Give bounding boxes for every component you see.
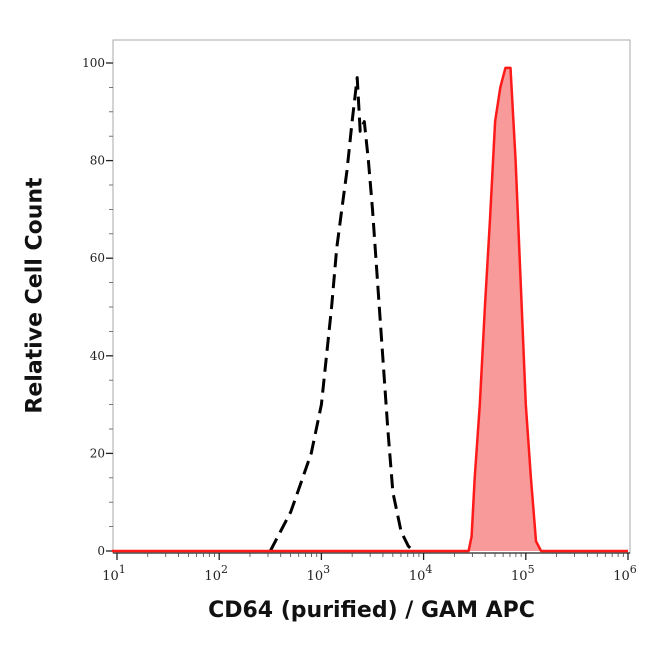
series-line-0 bbox=[268, 76, 415, 553]
y-tick-label: 40 bbox=[90, 349, 105, 363]
y-tick-label: 60 bbox=[90, 251, 105, 265]
x-axis-label: CD64 (purified) / GAM APC bbox=[208, 598, 535, 623]
series-fill-1 bbox=[111, 67, 628, 552]
y-tick-label: 80 bbox=[90, 154, 105, 168]
y-tick-label: 0 bbox=[97, 544, 105, 558]
x-tick-label: 101 bbox=[102, 563, 126, 584]
y-tick-label: 20 bbox=[90, 446, 105, 460]
plot-frame bbox=[112, 39, 631, 554]
x-tick-label: 102 bbox=[204, 563, 228, 584]
series-line-1 bbox=[111, 66, 628, 553]
x-tick-label: 104 bbox=[409, 563, 433, 584]
x-tick-label: 106 bbox=[613, 563, 637, 584]
x-tick-label: 103 bbox=[307, 563, 331, 584]
y-tick-label: 100 bbox=[82, 56, 105, 70]
y-axis-label: Relative Cell Count bbox=[22, 177, 48, 414]
x-tick-label: 105 bbox=[511, 563, 535, 584]
